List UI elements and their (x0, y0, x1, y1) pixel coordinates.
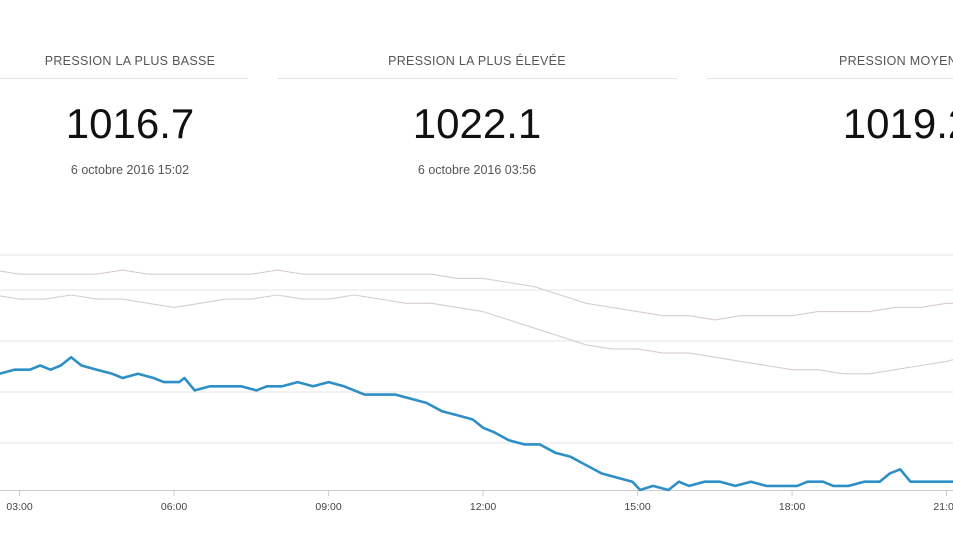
stat-value: 1019.2 (842, 100, 953, 147)
stat-title: PRESSION MOYENNE (838, 54, 953, 68)
x-tick-label: 15:00 (624, 501, 650, 513)
chart-grid (0, 254, 953, 491)
stat-title: PRESSION LA PLUS BASSE (44, 54, 216, 68)
x-tick-label: 12:00 (470, 501, 496, 513)
stat-time: 6 octobre 2016 03:56 (417, 163, 537, 177)
reference-series-line (0, 294, 953, 375)
stat-divider (0, 78, 248, 79)
stat-divider (707, 78, 953, 79)
stat-value: 1022.1 (412, 100, 542, 147)
reference-series-line (0, 269, 953, 321)
x-tick-label: 06:00 (161, 501, 187, 513)
x-tick-label: 03:00 (6, 501, 32, 513)
stat-divider (277, 78, 677, 79)
stat-title: PRESSION LA PLUS ÉLEVÉE (388, 54, 566, 68)
stat-time: 6 octobre 2016 15:02 (70, 163, 190, 177)
x-tick-label: 21:00 (933, 501, 953, 513)
chart-series (0, 269, 953, 492)
stat-value: 1016.7 (65, 100, 195, 147)
x-tick-label: 18:00 (779, 501, 805, 513)
pressure-series-line (0, 355, 953, 492)
x-axis-ticks: 03:00 06:00 09:00 12:00 15:00 18:00 21:00 (6, 491, 953, 513)
pressure-chart: 03:00 06:00 09:00 12:00 15:00 18:00 21:00 (0, 254, 953, 513)
x-tick-label: 09:00 (315, 501, 341, 513)
